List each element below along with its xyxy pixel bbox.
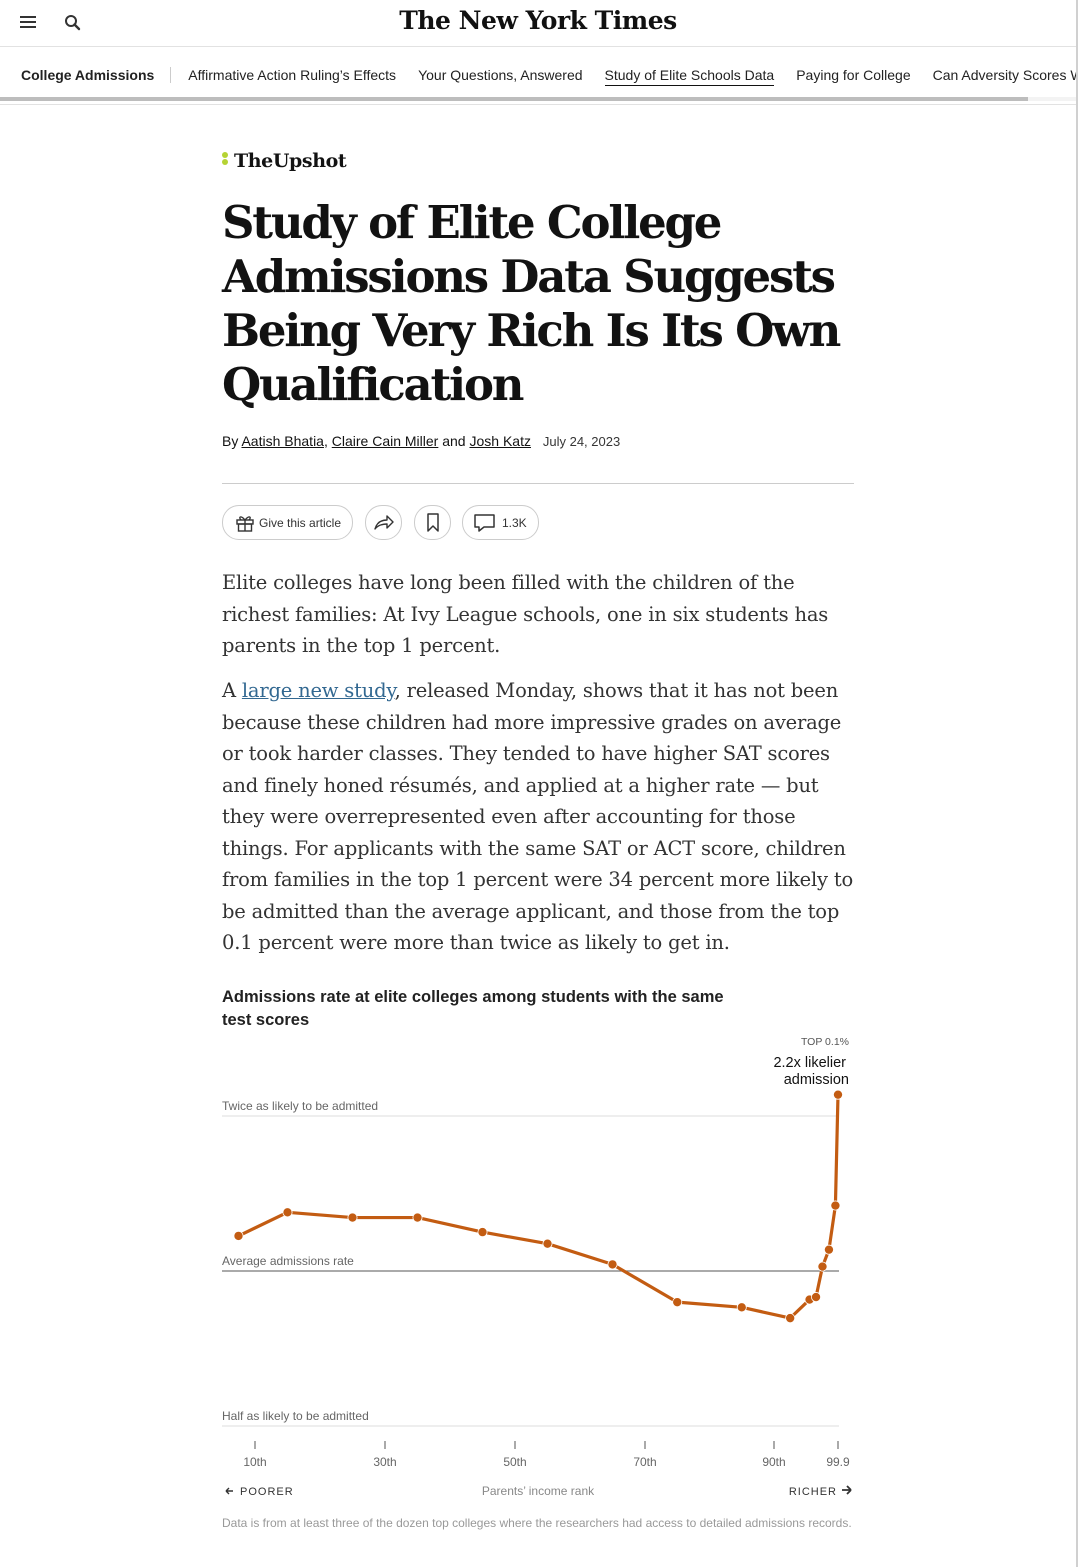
arrow-right-icon (842, 1485, 852, 1495)
arrow-left-icon (225, 1487, 233, 1495)
x-tick-label: 99.9 (826, 1455, 850, 1469)
paragraph-2-rest: , released Monday, shows that it has not… (222, 679, 853, 954)
x-tick-label: 10th (243, 1455, 266, 1469)
header-divider (0, 104, 1076, 105)
gift-article-label: Give this article (259, 516, 342, 530)
author-link[interactable]: Aatish Bhatia (241, 433, 324, 449)
paragraph-2-lead: A (222, 679, 242, 702)
gift-icon (235, 514, 255, 537)
paragraph-1: Elite colleges have long been filled wit… (222, 571, 829, 657)
search-icon[interactable] (64, 14, 82, 32)
reference-line-label: Twice as likely to be admitted (222, 1099, 378, 1113)
annotation-text: admission (784, 1072, 849, 1088)
x-axis-title: Parents’ income rank (482, 1484, 595, 1498)
chart-title: Admissions rate at elite colleges among … (222, 988, 724, 1029)
headline: Study of Elite College Admissions Data S… (222, 196, 841, 411)
top-bar: The New York Times (0, 0, 1076, 47)
share-button[interactable] (365, 505, 402, 540)
publish-date: July 24, 2023 (542, 434, 621, 449)
annotation-text: 2.2x likelier (773, 1055, 846, 1071)
annotation-label: TOP 0.1% (801, 1036, 849, 1048)
paragraph-2: A large new study, released Monday, show… (222, 675, 854, 959)
byline-by: By (222, 433, 239, 449)
nav-item-adversity-scores[interactable]: Can Adversity Scores Work? (932, 67, 1076, 83)
comments-count: 1.3K (502, 516, 527, 530)
data-point (833, 1089, 844, 1100)
data-point (347, 1212, 358, 1223)
x-tick-label: 70th (633, 1455, 656, 1469)
data-point (477, 1227, 488, 1238)
nav-separator (170, 67, 172, 83)
window-edge (1076, 0, 1078, 1567)
upshot-logo-icon (222, 151, 230, 166)
section-nav: College Admissions Affirmative Action Rul… (0, 47, 1076, 99)
comment-icon (473, 513, 497, 538)
reference-line-label: Half as likely to be admitted (222, 1409, 369, 1423)
nav-item-paying-for-college[interactable]: Paying for College (796, 67, 911, 83)
data-point (785, 1313, 796, 1324)
hamburger-menu-icon[interactable] (20, 16, 36, 28)
reference-line-label: Average admissions rate (222, 1254, 354, 1268)
site-logo[interactable]: The New York Times (399, 6, 677, 35)
section-name: TheUpshot (234, 150, 347, 172)
data-point (736, 1302, 747, 1313)
byline-divider (222, 483, 854, 484)
bookmark-icon (426, 513, 440, 538)
x-tick-label: 50th (503, 1455, 526, 1469)
study-link[interactable]: large new study (241, 679, 395, 702)
author-link[interactable]: Josh Katz (469, 433, 531, 449)
income-admissions-chart: Twice as likely to be admitted Average ad… (222, 1036, 852, 1498)
data-point (233, 1230, 244, 1241)
byline-and: and (442, 433, 466, 449)
nav-item-affirmative-action[interactable]: Affirmative Action Ruling’s Effects (188, 67, 397, 83)
x-axis-left-label: POORER (240, 1486, 294, 1498)
save-button[interactable] (414, 505, 451, 540)
data-point (607, 1259, 618, 1270)
comments-button[interactable]: 1.3K (462, 505, 539, 540)
data-point (542, 1238, 553, 1249)
data-point (830, 1200, 841, 1211)
byline: By Aatish Bhatia, Claire Cain Miller and… (222, 433, 620, 449)
author-link[interactable]: Claire Cain Miller (331, 433, 439, 449)
x-tick-label: 90th (762, 1455, 785, 1469)
nav-scrollbar-thumb[interactable] (0, 97, 1028, 101)
data-point (811, 1292, 822, 1303)
byline-comma: , (323, 433, 328, 449)
gift-article-button[interactable]: Give this article (222, 505, 353, 540)
nav-item-questions[interactable]: Your Questions, Answered (418, 67, 583, 83)
data-point (823, 1244, 834, 1255)
nav-item-elite-schools-data[interactable]: Study of Elite Schools Data (604, 67, 775, 86)
data-point (817, 1261, 828, 1272)
chart-note: Data is from at least three of the dozen… (222, 1516, 852, 1530)
share-icon (373, 514, 395, 537)
data-point (672, 1297, 683, 1308)
x-tick-label: 30th (373, 1455, 396, 1469)
nav-title[interactable]: College Admissions (21, 67, 155, 83)
x-axis-right-label: RICHER (789, 1486, 837, 1498)
data-point (282, 1207, 293, 1218)
series-line (236, 1093, 840, 1320)
data-point (412, 1212, 423, 1223)
section-label[interactable]: TheUpshot (222, 150, 347, 172)
